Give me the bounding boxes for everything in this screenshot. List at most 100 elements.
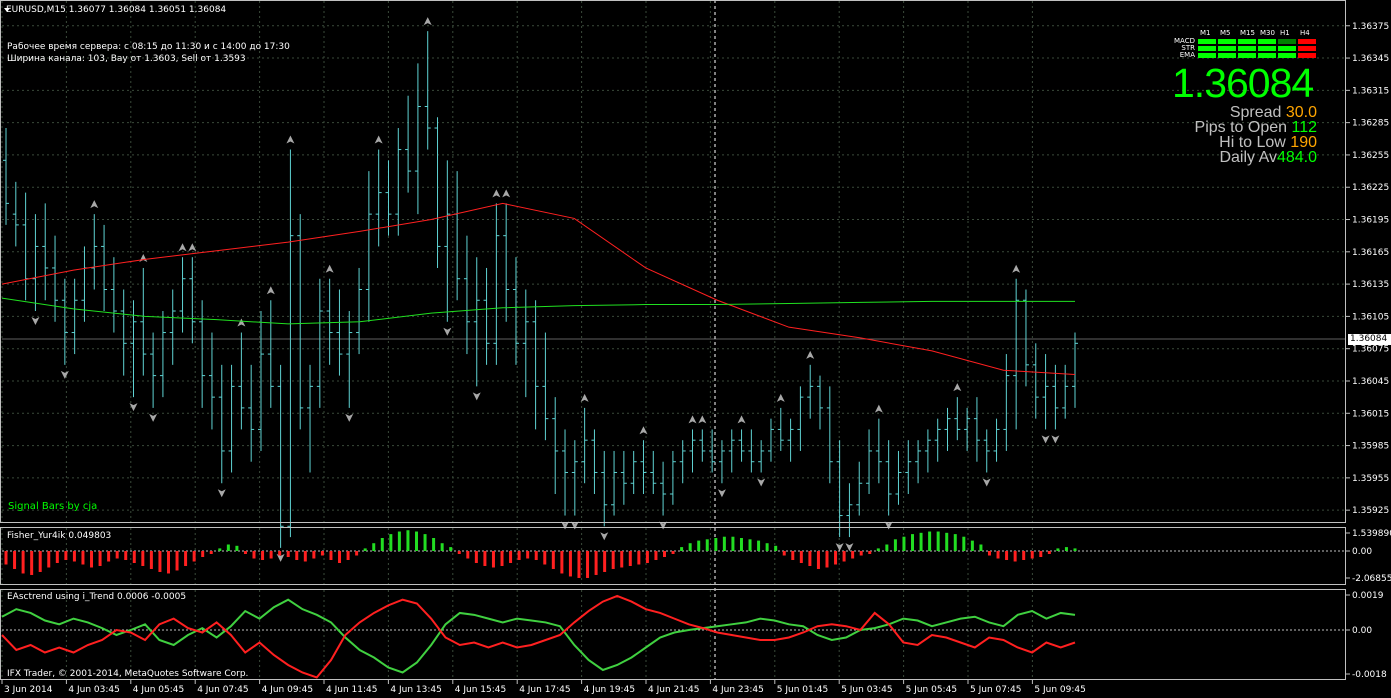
buy-arrow <box>717 489 726 498</box>
price-label: 1.36165 <box>1352 248 1389 258</box>
stat-label: Hi to Low <box>1219 134 1291 151</box>
mtf-cell <box>1298 39 1316 44</box>
mtf-row-str: STR <box>1181 44 1195 52</box>
buy-arrow <box>659 521 668 530</box>
sell-arrow <box>423 17 432 26</box>
mtf-col-m5: M5 <box>1220 29 1231 37</box>
sell-arrow <box>639 426 648 435</box>
sell-arrow <box>737 415 746 424</box>
mtf-cell <box>1278 39 1296 44</box>
sell-arrow <box>874 404 883 413</box>
stat-label: Spread <box>1229 104 1286 121</box>
mtf-cell <box>1278 53 1296 58</box>
buy-arrow <box>443 327 452 336</box>
buy-arrow <box>1041 435 1050 444</box>
mtf-col-m15: M15 <box>1240 29 1255 37</box>
time-label: 5 Jun 05:45 <box>906 685 957 695</box>
stat-value: 484.0 <box>1276 149 1317 166</box>
price-label: 1.36285 <box>1352 119 1389 129</box>
mtf-cell <box>1238 39 1256 44</box>
buy-arrow <box>276 553 285 562</box>
time-label: 4 Jun 05:45 <box>133 685 184 695</box>
mtf-cell <box>1218 39 1236 44</box>
eas-red-line <box>1 594 1076 679</box>
sell-arrow <box>325 264 334 273</box>
mtf-cell <box>1258 46 1276 51</box>
stat-row: Pips to Open 112 <box>1195 119 1317 136</box>
sell-arrow <box>374 135 383 144</box>
sell-arrow <box>698 415 707 424</box>
mtf-cell <box>1278 46 1296 51</box>
sell-arrow <box>953 383 962 392</box>
symbol-header: EURUSD,M15 1.36077 1.36084 1.36051 1.360… <box>6 5 227 15</box>
buy-arrow <box>1051 435 1060 444</box>
mtf-col-h1: H1 <box>1280 29 1290 37</box>
fisher-axis-label: 1.539890 <box>1352 529 1391 539</box>
channel-width-text: Ширина канала: 103, Bay от 1.3603, Sell … <box>7 54 246 64</box>
mtf-cell <box>1218 53 1236 58</box>
price-label: 1.35925 <box>1352 506 1389 516</box>
mtf-cell <box>1198 46 1216 51</box>
stat-value: 112 <box>1291 119 1317 136</box>
ema-red-line <box>1 202 1076 376</box>
sell-arrow <box>688 415 697 424</box>
price-label: 1.36045 <box>1352 377 1389 387</box>
time-label: 4 Jun 23:45 <box>712 685 763 695</box>
price-label: 1.35985 <box>1352 442 1389 452</box>
sell-arrow <box>188 243 197 252</box>
buy-arrow <box>757 478 766 487</box>
buy-arrow <box>149 413 158 422</box>
stat-value: 190 <box>1290 134 1317 151</box>
buy-arrow <box>129 403 138 412</box>
ema-green-line <box>1 297 1075 325</box>
eas-axis-label: 0.00 <box>1352 626 1372 636</box>
big-price: 1.36084 <box>1172 60 1314 106</box>
time-label: 4 Jun 07:45 <box>197 685 248 695</box>
stat-value: 30.0 <box>1285 104 1317 121</box>
mtf-cell <box>1258 39 1276 44</box>
time-label: 4 Jun 03:45 <box>68 685 119 695</box>
current-price-tag: 1.36084 <box>1348 334 1391 345</box>
buy-arrow <box>31 317 40 326</box>
mtf-row-macd: MACD <box>1174 37 1195 45</box>
mtf-row-ema: EMA <box>1179 51 1195 59</box>
eas-axis-label: 0.0019 <box>1352 591 1384 601</box>
buy-arrow <box>570 521 579 530</box>
sell-arrow <box>580 393 589 402</box>
mtf-col-m1: M1 <box>1200 29 1211 37</box>
time-label: 4 Jun 13:45 <box>390 685 441 695</box>
stat-row: Hi to Low 190 <box>1219 134 1317 151</box>
time-label: 4 Jun 15:45 <box>455 685 506 695</box>
buy-arrow <box>60 370 69 379</box>
price-label: 1.36075 <box>1352 345 1389 355</box>
stat-label: Pips to Open <box>1194 119 1292 136</box>
server-hours-text: Рабочее время сервера: с 08:15 до 11:30 … <box>7 42 290 52</box>
time-label: 5 Jun 01:45 <box>777 685 828 695</box>
eas-axis-label: -0.0018 <box>1352 670 1387 680</box>
time-label: 5 Jun 09:45 <box>1034 685 1085 695</box>
signal-bars-label: Signal Bars by cja <box>8 501 98 512</box>
eas-green-line <box>1 598 1076 674</box>
price-label: 1.36225 <box>1352 183 1389 193</box>
sell-arrow <box>1012 264 1021 273</box>
buy-arrow <box>345 413 354 422</box>
sell-arrow <box>776 393 785 402</box>
mtf-cell <box>1258 53 1276 58</box>
sell-arrow <box>806 350 815 359</box>
buy-arrow <box>884 521 893 530</box>
mtf-cell <box>1218 46 1236 51</box>
price-label: 1.36105 <box>1352 312 1389 322</box>
sell-arrow <box>492 189 501 198</box>
fisher-axis-label: 0.00 <box>1352 547 1372 557</box>
fisher-title: Fisher_Yur4ik 0.049803 <box>7 531 112 541</box>
mtf-col-h4: H4 <box>1300 29 1310 37</box>
stat-row: Daily Av484.0 <box>1219 149 1317 166</box>
menu-triangle-icon <box>4 8 10 12</box>
price-label: 1.36345 <box>1352 54 1389 64</box>
buy-arrow <box>982 478 991 487</box>
price-label: 1.36375 <box>1352 22 1389 32</box>
buy-arrow <box>561 521 570 530</box>
time-label: 4 Jun 11:45 <box>326 685 377 695</box>
sell-arrow <box>286 135 295 144</box>
